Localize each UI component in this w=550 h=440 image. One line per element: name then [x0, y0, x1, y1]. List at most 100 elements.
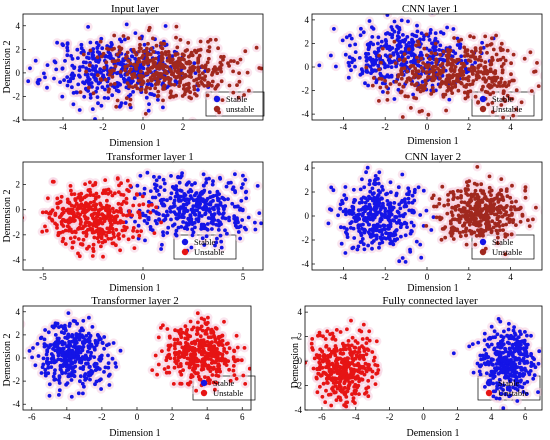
scatter-point-unstable — [61, 212, 65, 216]
scatter-point-unstable — [44, 210, 48, 214]
scatter-point-stable — [26, 79, 30, 83]
scatter-point-unstable — [53, 213, 57, 217]
scatter-point-stable — [207, 216, 211, 220]
scatter-point-unstable — [139, 78, 143, 82]
scatter-point-unstable — [196, 65, 200, 69]
scatter-point-stable — [155, 184, 159, 188]
scatter-point-unstable — [91, 184, 95, 188]
scatter-point-unstable — [529, 50, 533, 54]
scatter-point-stable — [181, 213, 185, 217]
scatter-point-unstable — [155, 44, 159, 48]
scatter-point-stable — [157, 217, 161, 221]
scatter-point-unstable — [129, 67, 133, 71]
scatter-point-unstable — [92, 217, 96, 221]
scatter-point-stable — [347, 76, 351, 80]
scatter-point-unstable — [175, 25, 179, 29]
scatter-point-unstable — [102, 66, 106, 70]
scatter-point-unstable — [123, 69, 127, 73]
scatter-point-stable — [204, 181, 208, 185]
scatter-point-stable — [219, 234, 223, 238]
scatter-point-stable — [89, 96, 93, 100]
scatter-point-stable — [166, 226, 170, 230]
scatter-point-unstable — [83, 224, 87, 228]
scatter-point-stable — [256, 184, 260, 188]
scatter-point-stable — [145, 96, 149, 100]
scatter-point-unstable — [403, 52, 407, 56]
scatter-point-unstable — [444, 93, 448, 97]
scatter-point-stable — [130, 54, 134, 58]
scatter-point-stable — [176, 176, 180, 180]
scatter-point-unstable — [169, 77, 173, 81]
scatter-point-unstable — [238, 80, 242, 84]
scatter-point-stable — [28, 66, 32, 70]
scatter-point-unstable — [101, 255, 105, 259]
scatter-point-stable — [147, 109, 151, 113]
scatter-point-unstable — [116, 176, 120, 180]
scatter-point-unstable — [49, 210, 53, 214]
scatter-point-unstable — [97, 195, 101, 199]
scatter-point-stable — [434, 31, 438, 35]
scatter-point-unstable — [401, 85, 405, 89]
scatter-point-stable — [366, 70, 370, 74]
scatter-point-unstable — [255, 46, 259, 50]
scatter-point-unstable — [203, 78, 207, 82]
scatter-point-unstable — [99, 40, 103, 44]
scatter-point-stable — [90, 85, 94, 89]
scatter-point-unstable — [131, 204, 135, 208]
scatter-point-unstable — [114, 215, 118, 219]
scatter-point-unstable — [52, 180, 56, 184]
scatter-point-unstable — [149, 66, 153, 70]
scatter-point-unstable — [105, 204, 109, 208]
scatter-point-unstable — [117, 45, 121, 49]
scatter-point-unstable — [116, 210, 120, 214]
scatter-point-stable — [439, 57, 443, 61]
x-axis-label: Dimension 1 — [109, 283, 160, 294]
scatter-point-unstable — [424, 82, 428, 86]
scatter-point-stable — [70, 85, 74, 89]
scatter-point-unstable — [73, 235, 77, 239]
scatter-point-unstable — [159, 45, 163, 49]
scatter-point-stable — [384, 38, 388, 42]
scatter-point-unstable — [414, 97, 418, 101]
scatter-point-unstable — [481, 85, 485, 89]
scatter-point-stable — [197, 211, 201, 215]
scatter-point-unstable — [103, 191, 107, 195]
scatter-point-stable — [359, 33, 363, 37]
scatter-point-unstable — [152, 50, 156, 54]
scatter-point-unstable — [186, 41, 190, 45]
scatter-point-unstable — [84, 70, 88, 74]
scatter-point-unstable — [419, 57, 423, 61]
scatter-point-unstable — [464, 97, 468, 101]
scatter-point-stable — [359, 27, 363, 31]
scatter-point-stable — [211, 183, 215, 187]
scatter-point-unstable — [199, 40, 203, 44]
scatter-point-stable — [179, 225, 183, 229]
legend-marker-unstable — [480, 106, 486, 112]
scatter-point-unstable — [182, 53, 186, 57]
scatter-point-unstable — [198, 54, 202, 58]
scatter-point-unstable — [378, 77, 382, 81]
scatter-point-unstable — [422, 47, 426, 51]
scatter-point-stable — [175, 216, 179, 220]
scatter-point-unstable — [163, 87, 167, 91]
scatter-point-stable — [108, 56, 112, 60]
scatter-point-stable — [373, 50, 377, 54]
scatter-point-stable — [243, 178, 247, 182]
scatter-point-stable — [350, 37, 354, 41]
scatter-point-stable — [162, 178, 166, 182]
scatter-point-unstable — [423, 87, 427, 91]
scatter-point-stable — [43, 76, 47, 80]
scatter-point-unstable — [173, 62, 177, 66]
scatter-point-unstable — [502, 83, 506, 87]
scatter-point-unstable — [479, 50, 483, 54]
scatter-point-unstable — [394, 61, 398, 65]
scatter-point-unstable — [119, 181, 123, 185]
y-tick-label: 0 — [16, 68, 21, 78]
scatter-point-stable — [452, 27, 456, 31]
scatter-point-unstable — [486, 103, 490, 107]
scatter-point-unstable — [501, 71, 505, 75]
scatter-point-stable — [120, 40, 124, 44]
scatter-point-unstable — [112, 34, 116, 38]
scatter-point-stable — [391, 28, 395, 32]
scatter-point-stable — [225, 185, 229, 189]
